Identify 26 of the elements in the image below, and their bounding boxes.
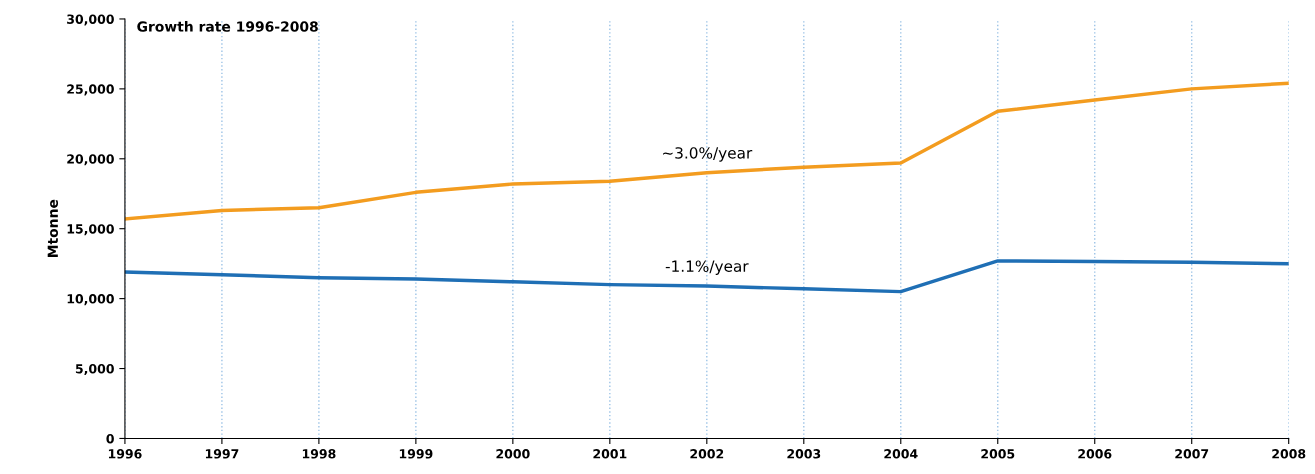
y-tick-label: 25,000 — [67, 84, 114, 96]
x-tick-label: 2002 — [690, 449, 724, 459]
x-tick-label: 2008 — [1272, 449, 1306, 459]
annotation: -1.1%/year — [665, 260, 749, 275]
line-series — [124, 259, 1289, 294]
annotation: ~3.0%/year — [663, 147, 753, 162]
x-tick-label: 1997 — [205, 449, 239, 459]
x-tick-label: 2003 — [787, 449, 821, 459]
x-tick-label: 1998 — [302, 449, 336, 459]
y-axis-title: Mtonne — [47, 199, 59, 258]
y-tick-label: 10,000 — [67, 294, 114, 306]
x-tick-label: 1996 — [108, 449, 142, 459]
y-tick-label: 0 — [106, 433, 114, 444]
y-tick-label: 5,000 — [75, 364, 114, 376]
line-series — [124, 81, 1289, 221]
y-tick-label: 30,000 — [67, 14, 114, 26]
x-tick-label: 2006 — [1078, 449, 1112, 459]
chart-title: Growth rate 1996-2008 — [137, 21, 318, 32]
x-tick-label: 2000 — [496, 449, 530, 459]
y-tick-label: 15,000 — [67, 224, 114, 236]
x-tick-label: 2007 — [1175, 449, 1209, 459]
x-tick-label: 2001 — [593, 449, 627, 459]
x-tick-label: 2005 — [981, 449, 1015, 459]
x-tick-label: 1999 — [399, 449, 433, 459]
x-tick-label: 2004 — [884, 449, 918, 459]
y-tick-label: 20,000 — [67, 154, 114, 166]
